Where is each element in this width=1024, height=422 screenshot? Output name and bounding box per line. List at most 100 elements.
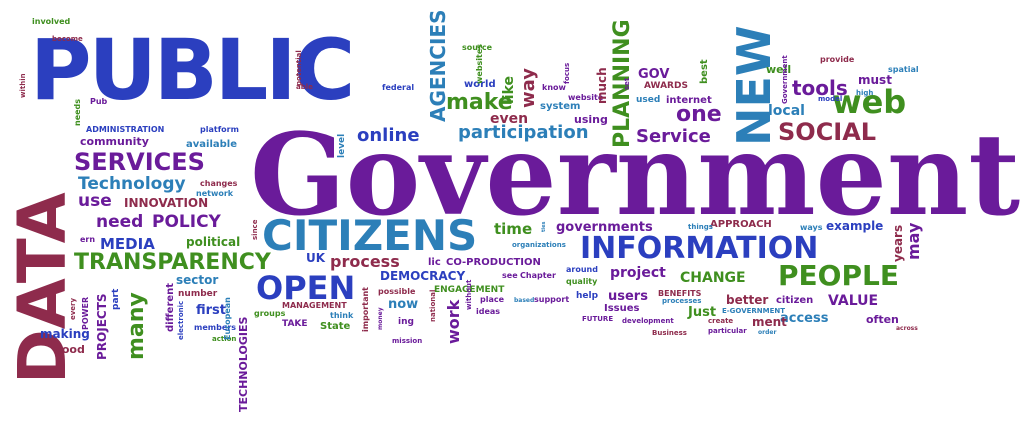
word-possible: possible [378,287,416,296]
word-national: national [429,289,437,322]
word-first: first [196,303,226,318]
word-value: VALUE [828,293,879,309]
word-power: POWER [81,296,90,330]
word-years: years [891,224,905,262]
word-provide: provide [820,55,855,64]
word-governments: governments [556,220,653,235]
word-think: think [330,311,354,320]
word-ways: ways [800,223,823,232]
word-awards: AWARDS [644,81,688,91]
word-ern: ern [80,235,96,244]
word-electronic: electronic [177,300,185,340]
word-administration: ADMINISTRATION [86,125,165,134]
word-future: FUTURE [582,315,614,323]
word-change: CHANGE [680,270,746,286]
word-uk: UK [306,251,326,265]
word-way: way [518,68,539,108]
word-management: MANAGEMENT [282,301,347,310]
word-making: making [40,327,90,341]
word-state: State [320,321,351,332]
word-often: often [866,313,899,326]
word-benefits: BENEFITS [658,289,702,298]
word-media: MEDIA [100,235,155,253]
word-website: website [568,93,604,102]
word-lic: lic [428,257,441,268]
word-internet: internet [666,95,712,106]
word-citizen: citizen [776,295,814,306]
word-political: political [186,235,241,249]
word-transparency: TRANSPARENCY [74,250,271,275]
word-projects: PROJECTS [95,293,109,360]
word-policy: POLICY [152,212,221,232]
word-pub: Pub [90,97,108,106]
word-potential: potential [295,50,303,86]
word-approach: APPROACH [710,219,772,230]
word-using: using [574,113,608,126]
word-things: things [688,223,713,231]
word-create: create [708,317,734,325]
word-business: Business [652,329,687,337]
word-technology: Technology [78,174,186,194]
word-good: good [54,343,85,356]
word-chapter: Chapter [520,271,556,280]
word-local: local [768,103,805,119]
word-much: much [595,67,609,104]
word-part: part [111,288,121,310]
word-service: Service [636,126,711,147]
word-one: one [676,102,722,127]
word-like: like [501,75,517,104]
word-may: may [904,222,923,260]
word-better: better [726,293,769,307]
word-become: become [52,35,83,43]
word-european: European [223,297,232,340]
word-government: Government [250,110,1021,241]
word-ties: ties [541,221,547,232]
word-agencies: AGENCIES [426,9,450,122]
word-level: level [337,133,347,158]
word-e-government: E-GOVERNMENT [722,307,786,315]
word-issues: Issues [604,303,640,314]
word-changes: changes [200,179,238,188]
word-support: support [534,295,570,304]
word-government-vertical: Government [781,55,789,104]
word-access: access [780,311,829,326]
word-must: must [858,73,892,87]
word-focus: focus [563,62,571,84]
word-time: time [494,220,533,238]
word-action: action [212,335,237,343]
word-place: place [480,295,505,304]
word-help: help [576,291,599,301]
word-groups: groups [254,309,286,318]
word-around: around [566,265,598,274]
word-many: many [124,292,149,360]
word-new: NEW [727,25,781,146]
word-tools: tools [792,76,848,100]
word-network: network [196,189,234,198]
word-sector: sector [176,273,219,287]
word-gov: GOV [638,67,670,82]
word-need: need [96,212,144,232]
word-process: process [330,252,400,271]
word-know: know [542,83,566,92]
word-particular: particular [708,327,747,335]
word-within: within [19,73,27,98]
word-use: use [78,191,112,211]
word-see: see [502,271,518,280]
word-high: high [856,89,874,97]
word-since: since [251,219,259,240]
word-take: TAKE [282,319,308,329]
word-money: money [377,307,384,330]
word-engagement: ENGAGEMENT [434,285,505,295]
word-set: set [623,77,631,90]
word-community: community [80,135,149,148]
word-participation: participation [458,122,589,143]
word-best: best [699,59,710,84]
word-example: example [826,219,884,233]
word-processes: processes [662,297,702,305]
word-innovation: INNOVATION [124,196,209,210]
word-organizations: organizations [512,241,566,249]
word-people: PEOPLE [778,259,899,292]
word-online: online [357,125,420,146]
word-ing: ing [398,317,414,327]
word-world: world [464,79,496,90]
